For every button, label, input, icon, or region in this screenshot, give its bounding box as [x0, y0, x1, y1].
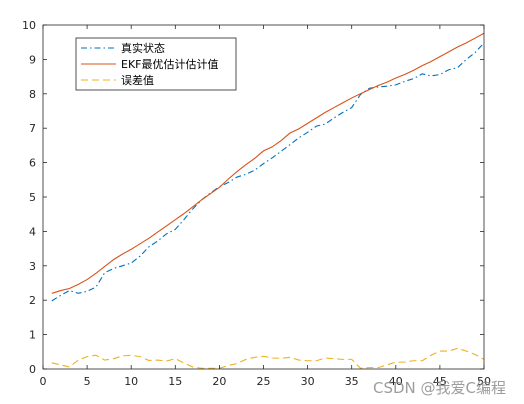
legend-label-3: 误差值 — [121, 73, 154, 87]
x-tick-label: 10 — [124, 375, 138, 388]
y-tick-label: 3 — [29, 260, 36, 273]
x-tick-label: 40 — [389, 375, 403, 388]
y-tick-label: 2 — [29, 294, 36, 307]
y-tick-label: 10 — [22, 19, 36, 32]
series-line-2 — [51, 32, 485, 294]
x-tick-label: 30 — [301, 375, 315, 388]
x-tick-label: 0 — [40, 375, 47, 388]
y-tick-label: 7 — [29, 122, 36, 135]
series-line-3 — [51, 347, 485, 369]
x-tick-label: 15 — [168, 375, 182, 388]
y-tick-label: 1 — [29, 329, 36, 342]
y-tick-label: 6 — [29, 157, 36, 170]
x-tick-label: 20 — [212, 375, 226, 388]
x-tick-label: 25 — [257, 375, 271, 388]
y-tick-label: 5 — [29, 191, 36, 204]
x-tick-label: 50 — [477, 375, 491, 388]
legend-label-2: EKF最优估计估计值 — [121, 58, 219, 71]
y-tick-label: 4 — [29, 225, 36, 238]
x-tick-label: 45 — [433, 375, 447, 388]
watermark-text: CSDN @我爱C编程 — [372, 379, 506, 397]
y-tick-label: 0 — [29, 363, 36, 376]
legend-label-1: 真实状态 — [121, 41, 165, 55]
series-line-1 — [51, 42, 485, 302]
y-tick-label: 8 — [29, 88, 36, 101]
y-tick-label: 9 — [29, 53, 36, 66]
x-tick-label: 35 — [345, 375, 359, 388]
x-tick-label: 5 — [84, 375, 91, 388]
series-layer — [51, 32, 485, 369]
